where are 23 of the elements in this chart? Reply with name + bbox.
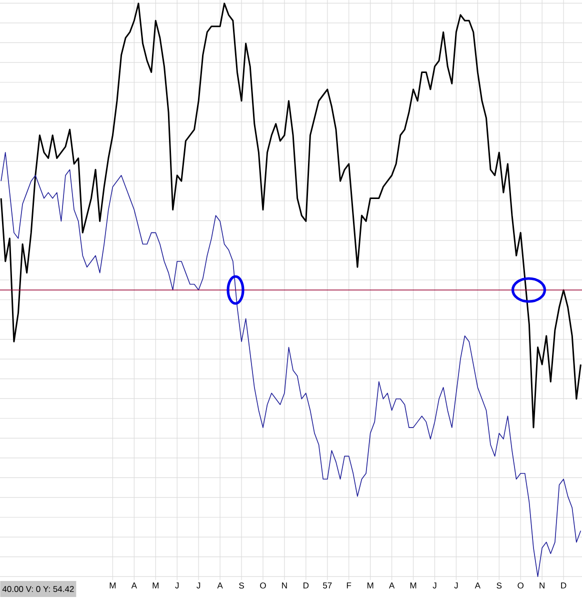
x-tick-label: S xyxy=(496,582,502,589)
x-tick-label: M xyxy=(152,582,158,588)
x-tick-label: M xyxy=(367,582,374,588)
x-tick-label: 57 xyxy=(323,582,332,588)
x-tick-label: J xyxy=(196,582,200,588)
x-tick-label: J xyxy=(454,582,458,588)
x-tick-label: A xyxy=(217,582,223,588)
x-tick-label: D xyxy=(561,582,566,588)
text: 40.00 V: 0 Y: 54.42 xyxy=(2,586,74,592)
x-tick-label: A xyxy=(474,582,480,588)
x-tick-label: J xyxy=(175,582,179,588)
x-tick-label: S xyxy=(239,582,244,589)
x-tick-label: O xyxy=(260,582,266,589)
x-tick-label: M xyxy=(110,582,116,588)
x-tick-label: M xyxy=(410,582,416,588)
x-tick-label: N xyxy=(540,582,544,588)
x-tick-label: A xyxy=(131,582,137,588)
x-tick-label: N xyxy=(282,582,287,588)
x-tick-label: J xyxy=(432,582,436,588)
x-tick-label: O xyxy=(518,582,524,589)
x-tick-label: A xyxy=(388,582,395,588)
x-tick-label: D xyxy=(304,582,309,588)
x-tick-label: F xyxy=(346,582,352,588)
